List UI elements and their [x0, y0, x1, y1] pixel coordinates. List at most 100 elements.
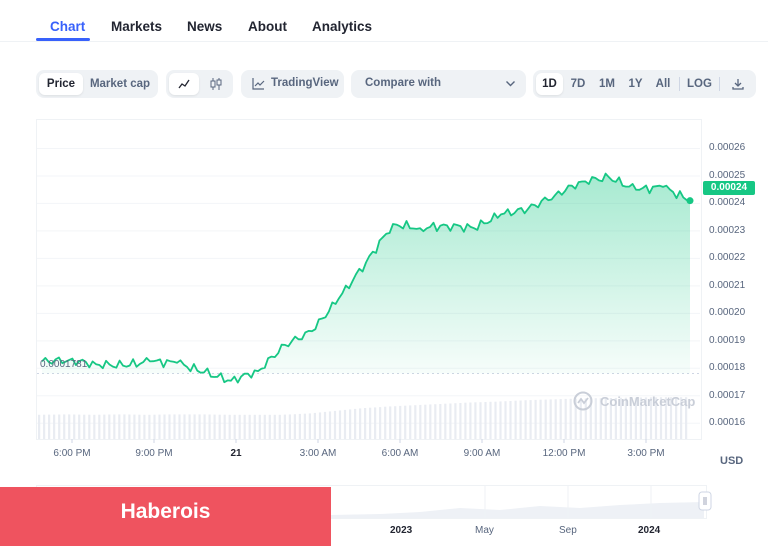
volume-bar — [685, 397, 688, 439]
volume-bar — [579, 398, 582, 439]
watermark-text: CoinMarketCap — [600, 394, 696, 409]
overview-handle[interactable] — [698, 491, 712, 511]
volume-bar — [168, 414, 171, 439]
x-tick-label: 21 — [230, 448, 242, 459]
volume-bar — [68, 414, 71, 439]
volume-bar — [434, 404, 437, 439]
volume-bar — [599, 398, 602, 439]
volume-bar — [369, 407, 372, 439]
chart-frame — [36, 119, 702, 440]
range-1d-button[interactable]: 1D — [536, 73, 563, 95]
tab-markets[interactable]: Markets — [111, 19, 163, 34]
volume-bar — [183, 414, 186, 439]
metric-toggle: Price Market cap — [36, 70, 158, 98]
y-tick-label: 0.00025 — [709, 169, 746, 181]
volume-bar — [243, 414, 246, 439]
volume-bar — [288, 414, 291, 439]
candlestick-button[interactable] — [201, 73, 231, 95]
overview-area — [331, 502, 704, 518]
log-scale-button[interactable]: LOG — [687, 78, 712, 90]
volume-bar — [389, 406, 392, 439]
tradingview-button[interactable]: TradingView — [241, 70, 344, 98]
y-tick-label: 0.00026 — [709, 142, 746, 154]
download-button[interactable] — [725, 73, 751, 95]
volume-bar — [233, 414, 236, 439]
volume-bar — [654, 397, 658, 439]
tab-about[interactable]: About — [248, 19, 287, 34]
open-price-label: 0.0001781 — [40, 359, 88, 370]
volume-bar — [198, 414, 201, 439]
volume-bar — [193, 414, 196, 439]
volume-bar — [163, 414, 166, 439]
overview-label: 2023 — [390, 525, 413, 536]
volume-bar — [318, 412, 322, 439]
volume-bar — [589, 398, 592, 439]
volume-bar — [404, 405, 407, 439]
volume-bar — [414, 405, 417, 439]
range-selector: 1D 7D 1M 1Y All LOG — [533, 70, 756, 98]
volume-bar — [549, 399, 552, 439]
volume-bar — [439, 404, 442, 439]
volume-bar — [63, 414, 66, 439]
volume-bar — [118, 414, 121, 439]
download-icon — [732, 79, 744, 90]
volume-bar — [73, 414, 76, 439]
price-button[interactable]: Price — [39, 73, 83, 95]
volume-bar — [604, 398, 607, 439]
volume-bar — [43, 414, 46, 439]
volume-bar — [53, 414, 56, 439]
volume-bar — [379, 407, 382, 439]
y-tick-label: 0.00021 — [709, 279, 746, 291]
tab-analytics[interactable]: Analytics — [312, 19, 373, 34]
x-axis-ticks — [71, 439, 647, 443]
range-all-button[interactable]: All — [655, 78, 671, 90]
active-tab-indicator — [36, 38, 90, 41]
line-chart-button[interactable] — [169, 73, 199, 95]
tab-chart[interactable]: Chart — [50, 19, 86, 34]
tab-news[interactable]: News — [187, 19, 223, 34]
range-1m-button[interactable]: 1M — [599, 78, 615, 90]
volume-bar — [143, 414, 146, 439]
tradingview-icon — [252, 78, 265, 90]
volume-bar — [454, 403, 457, 439]
volume-bar — [564, 398, 567, 439]
volume-bar — [328, 411, 332, 439]
volume-bar — [409, 405, 412, 439]
range-1y-button[interactable]: 1Y — [628, 78, 643, 90]
watermark: CoinMarketCap — [573, 391, 696, 411]
volume-bar — [218, 414, 221, 439]
x-tick-label: 9:00 PM — [135, 448, 173, 459]
current-price-dot — [686, 197, 694, 205]
volume-bar — [333, 410, 337, 439]
y-tick-label: 0.00022 — [709, 252, 746, 264]
volume-bar — [619, 397, 622, 439]
volume-bar — [554, 399, 557, 439]
volume-bar — [559, 399, 562, 439]
volume-bar — [108, 414, 111, 439]
volume-bar — [293, 414, 296, 439]
volume-bar — [354, 408, 357, 439]
volume-bar — [649, 397, 653, 439]
volume-bar — [469, 402, 472, 439]
volume-bar — [359, 408, 362, 439]
range-divider — [679, 77, 680, 91]
compare-label: Compare with — [365, 77, 442, 89]
price-area — [42, 173, 690, 383]
volume-bar — [449, 403, 452, 439]
line-chart-icon — [178, 79, 190, 89]
volume-bar — [208, 414, 211, 439]
volume-bar — [394, 406, 397, 439]
price-line — [41, 172, 691, 384]
y-tick-label: 0.00019 — [709, 334, 746, 346]
volume-bar — [624, 397, 627, 439]
compare-dropdown[interactable]: Compare with — [351, 70, 526, 98]
current-price-badge: 0.00024 — [703, 181, 755, 195]
volume-bar — [569, 398, 572, 439]
volume-bar — [283, 414, 286, 439]
volume-bar — [504, 401, 507, 439]
range-7d-button[interactable]: 7D — [570, 78, 586, 90]
volume-bar — [539, 399, 542, 439]
volume-bar — [273, 414, 276, 439]
market-cap-button[interactable]: Market cap — [89, 78, 151, 90]
